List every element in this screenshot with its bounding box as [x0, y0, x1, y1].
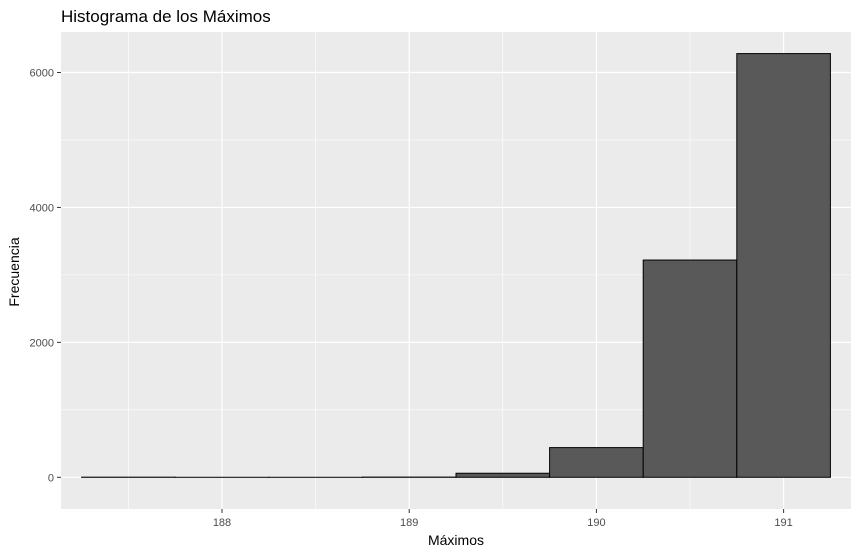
x-tick-label: 188: [213, 517, 231, 529]
y-tick-label: 6000: [30, 67, 54, 79]
axes: 188 189 190 191 0 2000 4000 6000: [30, 67, 793, 529]
y-tick-label: 2000: [30, 337, 54, 349]
chart-title: Histograma de los Máximos: [61, 7, 271, 26]
x-tick-label: 190: [587, 517, 605, 529]
y-tick-label: 4000: [30, 202, 54, 214]
histogram-bars: [81, 53, 831, 478]
x-tick-label: 191: [774, 517, 792, 529]
x-tick-label: 189: [400, 517, 418, 529]
x-axis-title: Máximos: [428, 532, 484, 548]
y-axis-title: Frecuencia: [6, 237, 22, 306]
y-tick-label: 0: [48, 472, 54, 484]
histogram-bar-6: [642, 259, 738, 478]
histogram-bar-5: [549, 447, 644, 478]
histogram-bar-7: [736, 53, 831, 478]
histogram-bar-4: [455, 472, 551, 478]
